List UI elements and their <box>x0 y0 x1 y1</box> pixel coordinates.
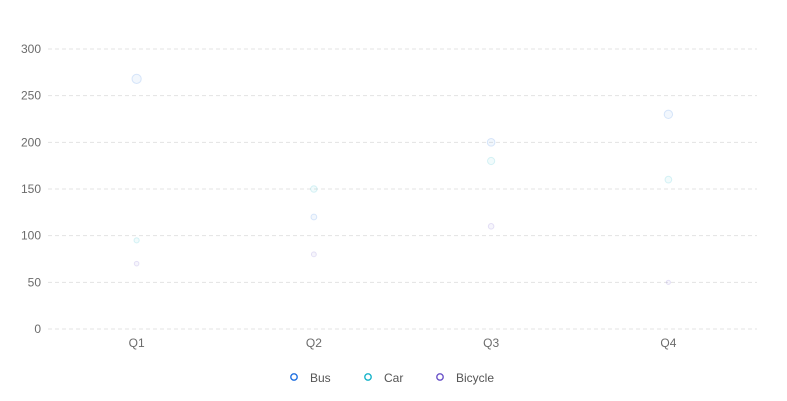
legend-item-bicycle[interactable]: Bicycle <box>436 371 495 385</box>
data-point-bus[interactable] <box>131 73 142 84</box>
legend-label: Bicycle <box>456 371 494 385</box>
y-axis-labels: 0 50 100 150 200 250 300 <box>21 42 41 336</box>
data-point-car[interactable] <box>487 156 496 166</box>
data-point-bus[interactable] <box>663 109 674 120</box>
y-tick-label: 0 <box>34 322 41 336</box>
data-point-bicycle[interactable] <box>487 223 495 230</box>
x-tick-label: Q4 <box>660 336 676 350</box>
y-tick-label: 200 <box>21 135 41 149</box>
y-tick-label: 50 <box>28 275 42 289</box>
data-point-bus[interactable] <box>310 213 318 221</box>
legend: Bus Car Bicycle <box>290 371 495 385</box>
data-point-bicycle[interactable] <box>133 260 140 267</box>
y-tick-label: 100 <box>21 229 41 243</box>
data-point-bicycle[interactable] <box>665 279 671 285</box>
legend-marker <box>290 373 298 381</box>
data-point-bus[interactable] <box>486 138 496 147</box>
y-tick-label: 250 <box>21 89 41 103</box>
x-tick-label: Q1 <box>129 336 145 350</box>
data-point-car[interactable] <box>664 175 673 184</box>
legend-marker <box>364 373 372 381</box>
data-points <box>131 73 674 285</box>
x-axis-labels: Q1 Q2 Q3 Q4 <box>129 336 677 350</box>
y-tick-label: 300 <box>21 42 41 56</box>
data-point-bicycle[interactable] <box>310 251 317 258</box>
data-point-car[interactable] <box>310 185 318 193</box>
x-tick-label: Q3 <box>483 336 499 350</box>
y-tick-label: 150 <box>21 182 41 196</box>
legend-label: Car <box>384 371 403 385</box>
data-point-car[interactable] <box>133 237 140 244</box>
legend-label: Bus <box>310 371 331 385</box>
x-tick-label: Q2 <box>306 336 322 350</box>
legend-item-bus[interactable]: Bus <box>290 371 331 385</box>
legend-item-car[interactable]: Car <box>364 371 404 385</box>
legend-marker <box>436 373 444 381</box>
grid-lines <box>48 48 757 330</box>
